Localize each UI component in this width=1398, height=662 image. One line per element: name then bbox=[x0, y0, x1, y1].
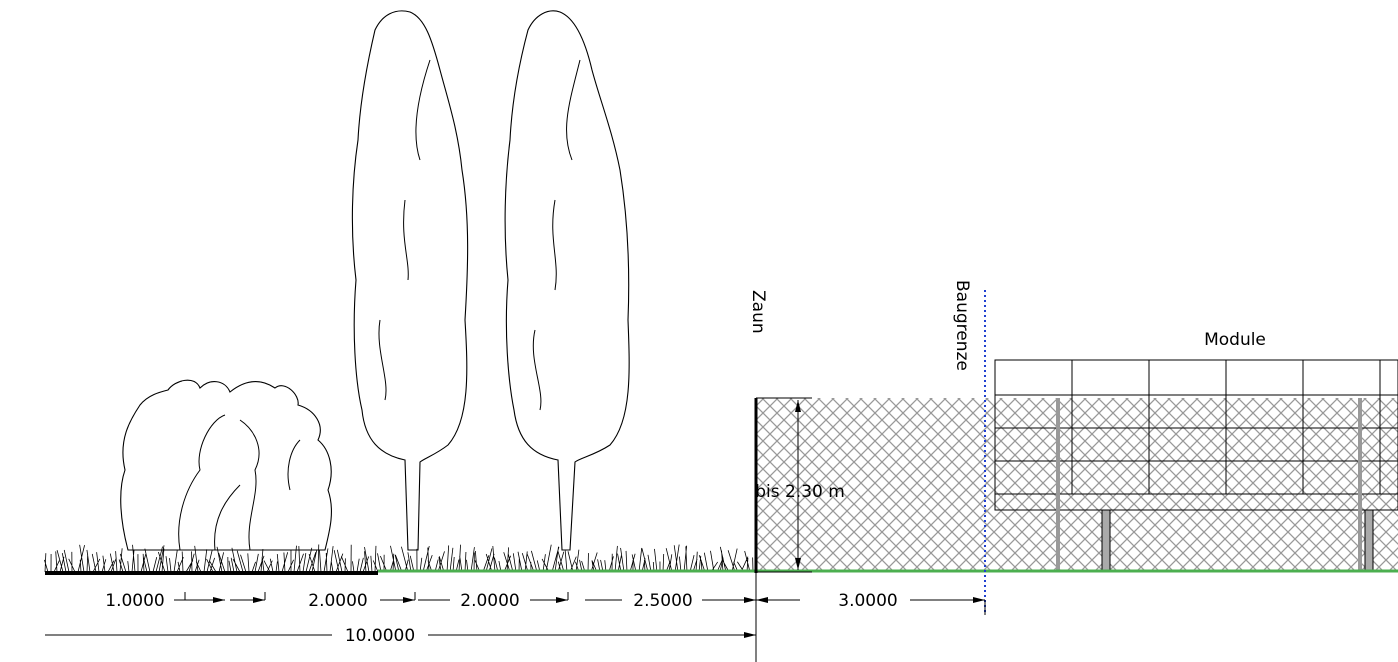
grass bbox=[44, 544, 754, 573]
shrubs bbox=[120, 379, 332, 551]
poplars bbox=[351, 10, 630, 551]
dimension-total: 10.0000 bbox=[345, 626, 415, 646]
modules-label: Module bbox=[1204, 330, 1266, 350]
dimension-label: 2.0000 bbox=[308, 591, 367, 611]
dimension-label: 1.0000 bbox=[105, 591, 164, 611]
dimension-label: 2.0000 bbox=[460, 591, 519, 611]
height-dimension bbox=[756, 397, 812, 573]
modules bbox=[994, 359, 1398, 573]
fence-mesh bbox=[756, 398, 1398, 572]
grass-blades bbox=[44, 544, 754, 573]
dimension-lines bbox=[45, 572, 985, 662]
dimension-label: 3.0000 bbox=[838, 591, 897, 611]
height-label: bis 2.30 m bbox=[755, 482, 845, 502]
dimension-label: 2.5000 bbox=[633, 591, 692, 611]
boundary-label: Baugrenze bbox=[952, 280, 972, 371]
fence-label: Zaun bbox=[748, 290, 768, 334]
